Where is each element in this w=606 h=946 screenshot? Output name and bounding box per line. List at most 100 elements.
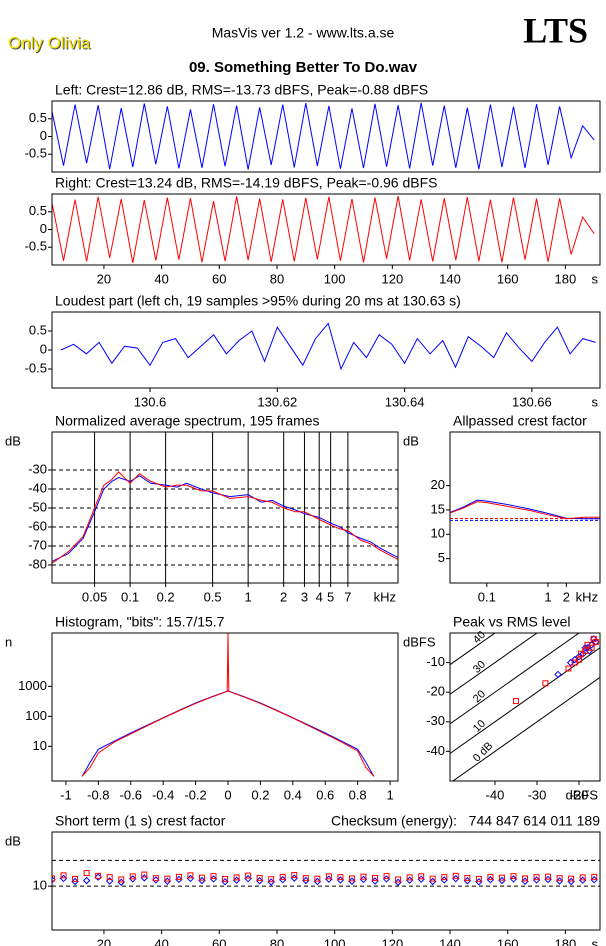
y-tick-label: 0 [40, 128, 47, 143]
x-tick-label: 130.66 [512, 394, 552, 409]
crest-diagonal [450, 633, 496, 666]
x-tick-label: 140 [439, 271, 461, 286]
plot-area [60, 322, 596, 371]
square-point [360, 873, 367, 880]
square-point [175, 873, 182, 880]
x-tick-label: 20 [97, 936, 111, 946]
y-tick-label: 10 [33, 878, 47, 893]
file-name: 09. Something Better To Do.wav [189, 59, 418, 76]
plot-area [52, 196, 595, 263]
square-point [584, 641, 591, 648]
square-point [568, 875, 575, 882]
y-tick-label: -40 [28, 480, 47, 495]
x-tick-label: 0.05 [82, 589, 107, 604]
x-tick-label: 0.5 [204, 589, 222, 604]
x-axis-unit: s [592, 271, 599, 286]
square-point [83, 870, 90, 877]
square-point [498, 874, 505, 881]
y-axis-label: dB [5, 833, 21, 848]
x-tick-label: 180 [555, 936, 577, 946]
square-point [464, 874, 471, 881]
x-tick-label: -0.4 [152, 787, 174, 802]
y-axis-label: dB [403, 433, 419, 448]
x-tick-label: -40 [486, 787, 505, 802]
y-tick-label: 0.5 [29, 110, 47, 125]
square-point [72, 875, 79, 882]
x-tick-label: -0.6 [120, 787, 142, 802]
square-point [542, 680, 549, 687]
y-tick-label: -60 [28, 518, 47, 533]
square-point [279, 873, 286, 880]
square-point [487, 873, 494, 880]
x-tick-label: 0.2 [251, 787, 269, 802]
y-tick-label: -0.5 [25, 360, 47, 375]
logo: LTS [523, 10, 588, 50]
x-tick-label: 4 [316, 589, 323, 604]
x-tick-label: 100 [324, 936, 346, 946]
plot-frame [51, 100, 601, 173]
x-tick-label: 0.8 [349, 787, 367, 802]
x-tick-label: 80 [270, 936, 284, 946]
square-point [302, 875, 309, 882]
y-tick-label: -50 [28, 499, 47, 514]
crest-diagonal [450, 633, 580, 725]
chart-title: Peak vs RMS level [453, 614, 570, 630]
diamond-point [94, 873, 102, 881]
x-axis-unit: dBFS [565, 787, 598, 802]
x-tick-label: 80 [270, 271, 284, 286]
chart-title: Short term (1 s) crest factor [55, 813, 226, 829]
chart-title: Left: Crest=12.86 dB, RMS=-13.73 dBFS, P… [55, 82, 428, 98]
x-tick-label: 2 [280, 589, 287, 604]
y-tick-label: 0 [40, 221, 47, 236]
x-tick-label: 140 [439, 936, 461, 946]
square-point [314, 875, 321, 882]
diamond-point [581, 644, 590, 652]
x-tick-label: 130.6 [134, 394, 167, 409]
y-tick-label: -20 [426, 684, 445, 699]
y-tick-label: 15 [431, 501, 445, 516]
x-tick-label: 20 [97, 271, 111, 286]
x-tick-label: 60 [212, 271, 226, 286]
x-tick-label: 160 [497, 936, 519, 946]
square-point [591, 873, 598, 880]
data-line [81, 690, 375, 777]
data-line [52, 471, 398, 564]
square-point [418, 873, 425, 880]
square-point [291, 872, 298, 879]
data-line [52, 475, 398, 562]
square-point [348, 875, 355, 882]
square-point [510, 873, 517, 880]
x-tick-label: 0.2 [157, 589, 175, 604]
x-tick-label: 120 [381, 936, 403, 946]
x-tick-label: 100 [324, 271, 346, 286]
y-tick-label: -70 [28, 537, 47, 552]
square-point [152, 875, 159, 882]
x-tick-label: 160 [497, 271, 519, 286]
square-point [164, 875, 171, 882]
x-tick-label: 1 [544, 589, 551, 604]
square-point [475, 875, 482, 882]
x-tick-label: 2 [563, 589, 570, 604]
plot-frame [51, 831, 601, 931]
x-tick-label: 40 [154, 936, 168, 946]
x-axis-unit: s [592, 936, 599, 946]
square-point [556, 875, 563, 882]
square-point [325, 873, 332, 880]
x-tick-label: -1 [60, 787, 72, 802]
plot-area [450, 499, 600, 521]
y-tick-label: 0 [40, 341, 47, 356]
square-point [187, 872, 194, 879]
plot-area [52, 859, 600, 887]
x-tick-label: -30 [528, 787, 547, 802]
square-point [590, 635, 597, 642]
data-line [52, 196, 595, 263]
plot-frame [51, 632, 399, 782]
square-point [545, 873, 552, 880]
y-tick-label: 100 [25, 708, 47, 723]
square-point [118, 876, 125, 883]
square-point [533, 874, 540, 881]
square-point [579, 874, 586, 881]
square-point [198, 874, 205, 881]
chart-title: Right: Crest=13.24 dB, RMS=-14.19 dBFS, … [55, 175, 437, 191]
